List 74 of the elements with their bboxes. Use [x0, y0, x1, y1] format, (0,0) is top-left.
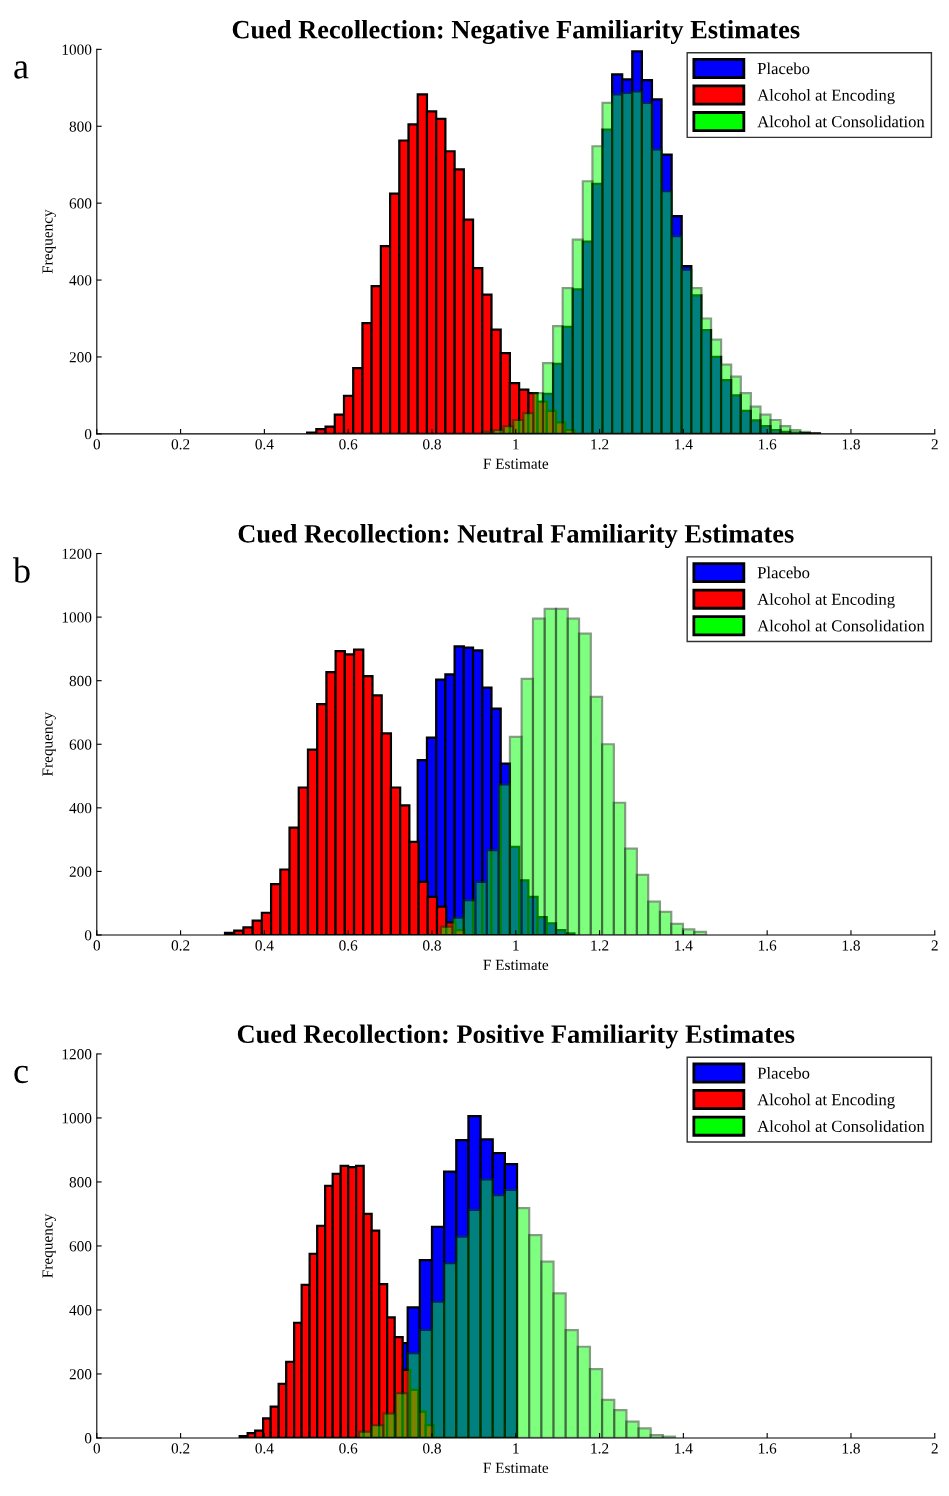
- y-tick-label: 0: [84, 428, 92, 440]
- text: b: [13, 557, 30, 583]
- x-axis-title: F Estimate: [483, 959, 549, 971]
- x-tick-label: 0.6: [339, 1443, 358, 1454]
- x-tick-label: 0: [93, 940, 101, 951]
- x-tick-label: 1.4: [675, 1443, 693, 1454]
- y-tick-label: 400: [69, 1305, 92, 1316]
- x-tick-label: 1.2: [591, 940, 609, 951]
- y-tick-label: 800: [69, 675, 92, 687]
- legend-label: Alcohol at Consolidation: [757, 1120, 925, 1132]
- x-tick-label: 1: [513, 439, 519, 450]
- y-tick-label: 800: [69, 1177, 92, 1188]
- x-tick-label: 1.4: [675, 439, 693, 450]
- chart-title: Cued Recollection: Negative Familiarity Estimates: [232, 19, 800, 45]
- y-tick-label: 1200: [62, 548, 92, 559]
- y-tick-label: 1000: [62, 1113, 92, 1124]
- x-tick-label: 0.2: [171, 439, 190, 450]
- y-tick-label: 200: [69, 866, 92, 877]
- x-tick-label: 0: [93, 1443, 101, 1454]
- legend-label: Alcohol at Consolidation: [757, 619, 925, 632]
- y-tick-label: 600: [69, 198, 92, 209]
- text: c: [14, 1065, 28, 1084]
- y-tick-label: 200: [69, 1369, 92, 1380]
- legend-label: Placebo: [757, 62, 810, 75]
- chart-title: Cued Recollection: Neutral Familiarity Estimates: [238, 524, 794, 549]
- x-tick-label: 0.8: [423, 940, 441, 951]
- y-axis-title: Frequency: [42, 1213, 56, 1278]
- legend-label: Alcohol at Consolidation: [757, 115, 925, 128]
- x-tick-label: 1.8: [842, 940, 860, 951]
- x-tick-label: 1.8: [842, 439, 860, 450]
- y-tick-label: 1200: [62, 1049, 92, 1060]
- x-tick-label: 0.4: [255, 1443, 274, 1454]
- y-tick-label: 0: [84, 930, 92, 941]
- x-tick-label: 2: [931, 439, 938, 450]
- legend-label: Alcohol at Encoding: [757, 89, 895, 105]
- x-tick-label: 2: [931, 1443, 938, 1454]
- x-tick-label: 0.4: [255, 940, 274, 951]
- y-tick-label: 1000: [62, 612, 92, 623]
- y-tick-label: 400: [69, 802, 92, 814]
- legend-label: Alcohol at Encoding: [757, 593, 895, 609]
- y-tick-label: 200: [69, 352, 92, 363]
- x-axis-title: F Estimate: [483, 458, 549, 469]
- x-tick-label: 0.2: [171, 1443, 190, 1454]
- x-tick-label: 0.2: [171, 940, 190, 951]
- y-tick-label: 600: [69, 1241, 92, 1252]
- x-tick-label: 0.8: [423, 439, 441, 450]
- y-axis-title: Frequency: [42, 712, 56, 777]
- text: a: [14, 61, 29, 79]
- y-tick-label: 1000: [62, 44, 92, 55]
- x-tick-label: 0.6: [339, 439, 358, 450]
- legend-label: Placebo: [757, 566, 810, 579]
- x-tick-label: 0.6: [339, 940, 358, 951]
- x-tick-label: 1.6: [758, 940, 777, 951]
- x-tick-label: 0.4: [255, 439, 274, 450]
- x-tick-label: 1.6: [758, 439, 777, 450]
- y-tick-label: 600: [69, 739, 92, 750]
- legend-label: Placebo: [757, 1067, 810, 1079]
- x-tick-label: 1.6: [758, 1443, 777, 1454]
- x-tick-label: 0: [93, 439, 101, 450]
- x-tick-label: 1.4: [675, 940, 693, 951]
- x-tick-label: 2: [931, 940, 938, 951]
- y-tick-label: 800: [69, 121, 92, 132]
- x-tick-label: 1: [513, 1443, 519, 1454]
- x-tick-label: 1: [513, 940, 519, 951]
- x-tick-label: 1.2: [591, 1443, 609, 1454]
- legend-label: Alcohol at Encoding: [757, 1093, 895, 1109]
- y-axis-title: Frequency: [42, 209, 56, 274]
- chart-title: Cued Recollection: Positive Familiarity Estimates: [237, 1024, 795, 1049]
- x-tick-label: 0.8: [423, 1443, 441, 1454]
- y-tick-label: 0: [84, 1433, 92, 1444]
- x-axis-title: F Estimate: [483, 1462, 549, 1473]
- x-tick-label: 1.8: [842, 1443, 860, 1454]
- y-tick-label: 400: [69, 275, 92, 286]
- x-tick-label: 1.2: [591, 439, 609, 450]
